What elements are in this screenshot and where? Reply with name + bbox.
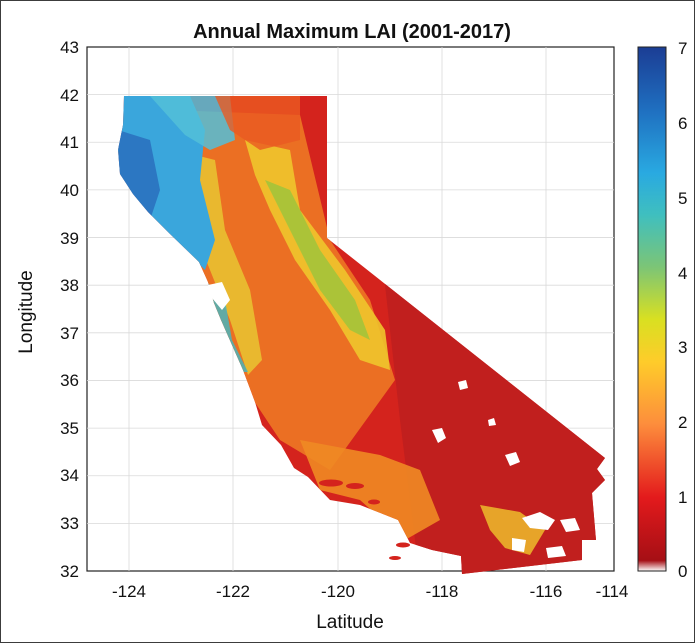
y-tick-label: 38 [60,276,79,295]
colorbar-tick: 5 [678,189,687,208]
no-data-patches [432,380,580,558]
x-axis: -124 -122 -120 -118 -116 -114 [112,582,628,601]
y-tick-label: 33 [60,514,79,533]
klamath-cyan [150,96,235,150]
bay-water [208,282,230,310]
y-tick-label: 35 [60,419,79,438]
x-tick-label: -116 [530,582,563,601]
x-axis-label: Latitude [316,612,384,633]
x-tick-label: -124 [112,582,146,601]
y-tick-label: 37 [60,324,79,343]
socal-mountains [300,440,440,540]
y-axis-label: Longitude [16,270,37,353]
colorbar-tick: 1 [678,488,687,507]
x-tick-label: -114 [596,582,629,601]
y-tick-label: 34 [60,466,79,485]
x-tick-label: -118 [426,582,459,601]
colorbar-tick: 0 [678,562,687,581]
channel-islands [319,479,410,560]
y-tick-label: 40 [60,181,79,200]
modoc-orange [215,96,300,150]
valley-orange [165,110,395,470]
colorbar-tick: 3 [678,338,687,357]
north-coast-deep-blue [118,130,160,220]
y-tick-label: 32 [60,562,79,581]
socal-yellow [480,505,545,555]
central-coast-teal [205,280,248,372]
colorbar-tick: 4 [678,264,687,283]
x-tick-label: -120 [321,582,355,601]
colorbar-tick: 2 [678,413,687,432]
y-tick-label: 42 [60,86,79,105]
x-tick-label: -122 [216,582,250,601]
y-tick-label: 39 [60,229,79,248]
colorbar-tick: 7 [678,39,687,58]
y-axis: 43 42 41 40 39 38 37 36 35 34 33 32 [60,38,79,581]
colorbar-scale [637,46,667,572]
colorbar-tick: 6 [678,114,687,133]
y-tick-label: 41 [60,133,79,152]
y-tick-label: 36 [60,371,79,390]
y-tick-label: 43 [60,38,79,57]
colorbar: 7 6 5 4 3 2 1 0 [637,39,687,581]
sierra-green [265,180,370,340]
chart-title: Annual Maximum LAI (2001-2017) [193,21,511,43]
california-lai-map [118,96,605,574]
